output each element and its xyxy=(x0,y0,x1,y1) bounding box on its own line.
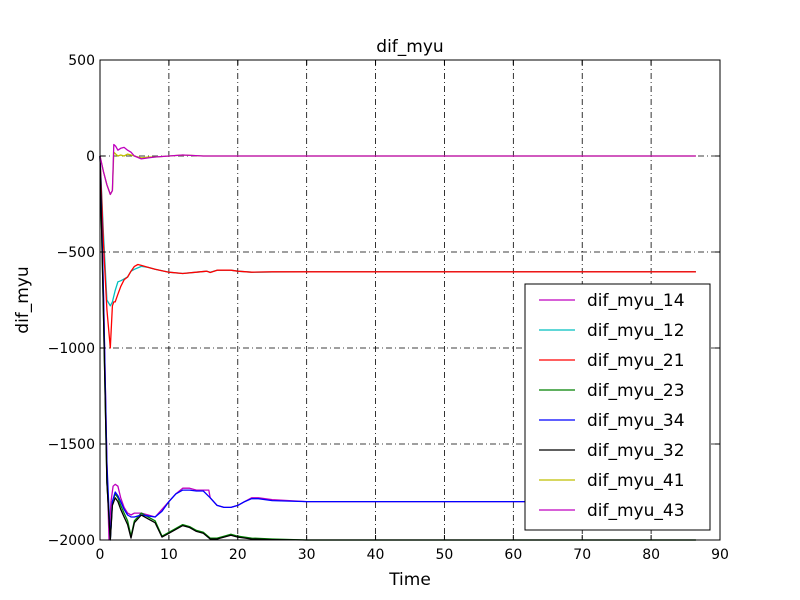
legend-label: dif_myu_43 xyxy=(587,501,685,521)
x-axis-label: Time xyxy=(388,570,431,590)
y-tick-label: −2000 xyxy=(48,533,95,549)
x-tick-label: 20 xyxy=(229,547,247,563)
legend-label: dif_myu_41 xyxy=(587,471,685,491)
legend: dif_myu_14 dif_myu_12 dif_myu_21 dif_myu_23… xyxy=(524,283,711,531)
series-line-dif-myu-43 xyxy=(99,143,696,196)
legend-label: dif_myu_14 xyxy=(587,291,685,311)
axis-ticks: 0 10 20 30 40 50 60 70 80 90 500 0 −500 −1000 −1500 −20… xyxy=(48,53,729,563)
chart-title: dif_myu xyxy=(376,37,443,57)
legend-label: dif_myu_12 xyxy=(587,321,685,341)
y-tick-label: −500 xyxy=(57,245,95,261)
x-tick-label: 60 xyxy=(504,547,522,563)
series-line-dif-myu-21 xyxy=(99,155,696,349)
x-tick-label: 80 xyxy=(642,547,660,563)
x-tick-label: 0 xyxy=(96,547,105,563)
legend-label: dif_myu_32 xyxy=(587,441,685,461)
x-tick-label: 30 xyxy=(298,547,316,563)
series-line-dif-myu-34 xyxy=(99,155,696,541)
y-tick-label: −1500 xyxy=(48,437,95,453)
legend-label: dif_myu_21 xyxy=(587,351,685,371)
y-tick-label: 500 xyxy=(68,53,95,69)
x-tick-label: 10 xyxy=(160,547,178,563)
y-tick-label: −1000 xyxy=(48,341,95,357)
legend-label: dif_myu_23 xyxy=(587,381,685,401)
x-tick-label: 70 xyxy=(573,547,591,563)
legend-box xyxy=(524,283,711,531)
y-tick-label: 0 xyxy=(86,149,95,165)
x-tick-label: 90 xyxy=(711,547,729,563)
y-axis-label: dif_myu xyxy=(13,266,33,333)
x-tick-label: 40 xyxy=(367,547,385,563)
legend-label: dif_myu_34 xyxy=(587,411,685,431)
x-tick-label: 50 xyxy=(436,547,454,563)
plot-frame xyxy=(99,59,721,541)
